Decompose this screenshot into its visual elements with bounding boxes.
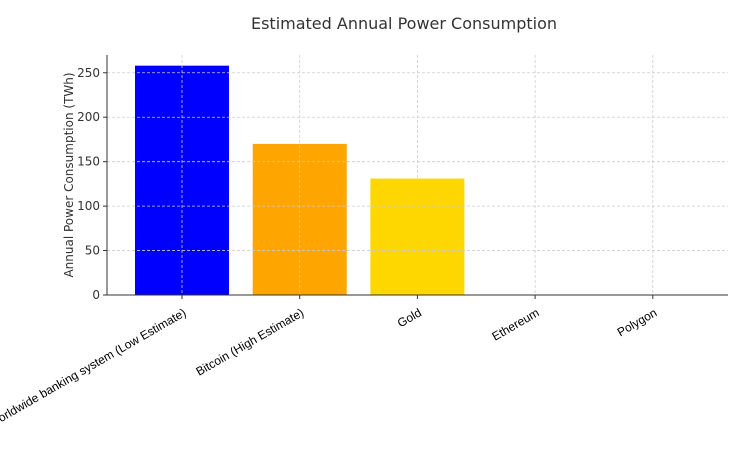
bars — [135, 65, 700, 296]
x-tick-label: Bitcoin (High Estimate) — [194, 305, 307, 378]
chart-title: Estimated Annual Power Consumption — [251, 14, 557, 33]
y-tick-label: 100 — [77, 199, 100, 213]
bar — [252, 143, 347, 295]
y-ticks: 0 50 100 150 200 250 — [77, 66, 107, 302]
x-tick-label: Worldwide banking system (Low Estimate) — [0, 305, 189, 430]
y-tick-label: 200 — [77, 110, 100, 124]
x-tick-label: Gold — [395, 305, 424, 330]
y-tick-label: 250 — [77, 66, 100, 80]
y-tick-label: 150 — [77, 155, 100, 169]
x-tick-label: Ethereum — [490, 305, 542, 343]
y-tick-label: 50 — [85, 244, 100, 258]
y-tick-label: 0 — [92, 288, 100, 302]
x-ticks: Worldwide banking system (Low Estimate) B… — [0, 295, 659, 431]
x-tick-label: Polygon — [615, 305, 660, 339]
y-axis-label: Annual Power Consumption (TWh) — [62, 72, 76, 277]
